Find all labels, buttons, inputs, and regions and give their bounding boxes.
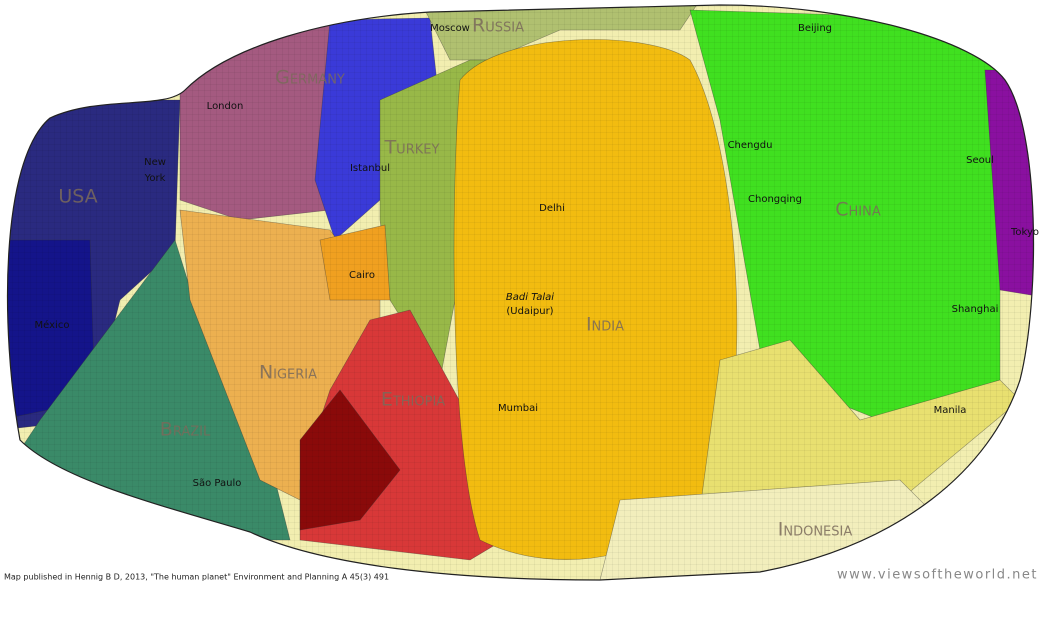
city-label: Seoul [966,155,994,166]
city-label: São Paulo [193,478,242,489]
city-label: Chongqing [748,194,802,205]
country-label: Turkey [384,137,440,159]
country-label: Brazil [160,419,211,441]
outline [6,4,1035,581]
city-label: Badi Talai [506,292,554,303]
country-label: India [586,314,624,336]
city-label: Istanbul [350,163,390,174]
city-label: Cairo [349,270,375,281]
country-label: Nigeria [259,362,317,384]
country-label: Ethiopia [381,389,445,411]
city-label: New [144,157,166,168]
city-label: Tokyo [1010,227,1039,238]
source-note: Map published in Hennig B D, 2013, "The … [4,573,389,582]
city-label: York [144,173,166,184]
country-label: Germany [275,67,345,89]
city-label: Moscow [430,23,470,34]
city-label: London [207,101,244,112]
website: www.viewsoftheworld.net [837,568,1038,583]
city-label: Chengdu [728,140,773,151]
country-label: China [835,199,881,221]
city-label: Manila [934,405,967,416]
city-label: Beijing [798,23,832,34]
city-label: (Udaipur) [506,306,553,317]
country-label: Indonesia [778,519,853,541]
city-label: Shanghai [952,304,999,315]
country-label: USA [58,186,97,208]
city-label: Mumbai [498,403,538,414]
country-label: Russia [472,15,524,37]
labels: USA Germany Russia Turkey Nigeria Ethiopia Bra… [35,15,1039,541]
city-label: Delhi [539,203,565,214]
city-label: México [35,319,70,331]
